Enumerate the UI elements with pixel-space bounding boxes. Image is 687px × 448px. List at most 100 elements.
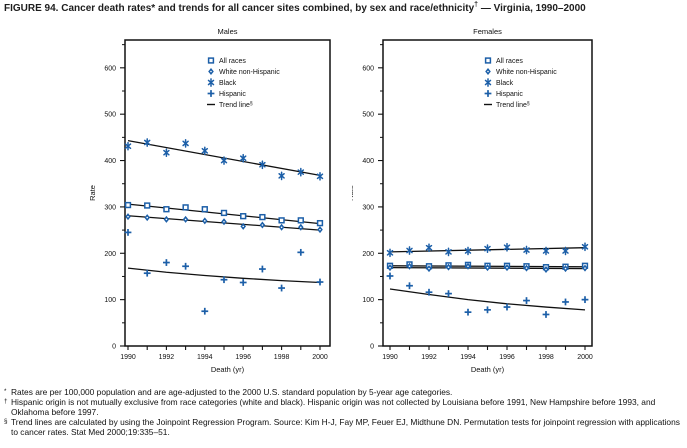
y-tick-label: 100 [104, 297, 116, 304]
figure-title-dagger: † [474, 1, 479, 9]
chart-title: Females [473, 27, 502, 36]
point-black [239, 153, 247, 163]
point-black [542, 246, 550, 256]
figure-title-text: FIGURE 94. Cancer death rates* and trend… [4, 3, 475, 14]
point-hispanic [445, 290, 452, 298]
legend-label: White non-Hispanic [496, 69, 557, 76]
point-all-races [220, 209, 228, 217]
footnote-marker: † [4, 398, 8, 405]
point-black [220, 156, 228, 165]
x-tick-label: 1998 [274, 354, 290, 361]
y-tick-label: 300 [104, 204, 116, 211]
legend-square-icon [207, 57, 215, 64]
legend-square-icon [484, 57, 492, 64]
footnote: † Hispanic origin is not mutually exclusi… [4, 397, 685, 417]
point-white-non-hispanic [465, 262, 471, 270]
point-black [124, 141, 132, 151]
trend-line-hispanic-trend [389, 288, 586, 311]
point-white-non-hispanic [317, 226, 323, 234]
point-black [297, 167, 305, 177]
x-axis-label: Death (yr) [211, 365, 245, 374]
footnote-text: Trend lines are calculated by using the … [11, 417, 680, 437]
footnote-marker: * [4, 388, 7, 395]
point-all-races [316, 219, 324, 227]
x-tick-label: 2000 [577, 354, 593, 361]
point-white-non-hispanic [484, 264, 491, 272]
y-tick-label: 300 [362, 204, 374, 211]
point-hispanic [278, 284, 285, 292]
legend-label: Trend line§ [219, 101, 253, 109]
footnotes: * Rates are per 100,000 population and ar… [4, 387, 685, 437]
legend-label: Black [496, 80, 514, 87]
point-hispanic [182, 262, 189, 270]
y-tick-label: 200 [362, 251, 374, 258]
point-black [523, 245, 530, 255]
point-all-races [259, 213, 266, 221]
figure-title: FIGURE 94. Cancer death rates* and trend… [4, 1, 685, 14]
x-tick-label: 2000 [312, 354, 328, 361]
point-white-non-hispanic [240, 222, 246, 230]
y-tick-label: 500 [362, 112, 374, 119]
footnote-text: Hispanic origin is not mutually exclusiv… [11, 397, 656, 417]
point-all-races [201, 206, 208, 213]
y-tick-label: 400 [104, 158, 116, 165]
point-black [386, 248, 394, 258]
point-white-non-hispanic [202, 217, 208, 225]
females-chart: Females 0 100 200 300 400 500 600 1990 1992 1994 19… [352, 27, 593, 374]
footnote-text: Rates are per 100,000 population and are… [11, 387, 453, 397]
point-hispanic [464, 308, 472, 316]
point-hispanic [503, 303, 511, 311]
footnote: § Trend lines are calculated by using the… [4, 417, 685, 437]
point-all-races [182, 204, 189, 211]
point-hispanic [523, 297, 530, 304]
point-hispanic [425, 288, 433, 296]
point-hispanic [386, 272, 394, 280]
legend-label: Hispanic [219, 91, 246, 98]
point-white-non-hispanic [259, 221, 266, 229]
point-white-non-hispanic [504, 264, 510, 272]
point-hispanic [316, 278, 324, 286]
point-black [581, 242, 589, 252]
point-all-races [297, 217, 304, 224]
point-hispanic [581, 296, 589, 304]
point-hispanic [143, 269, 151, 277]
figure-title-suffix: — Virginia, 1990–2000 [478, 3, 586, 14]
point-white-non-hispanic [125, 213, 131, 221]
legend-plus-icon [207, 90, 215, 97]
legend-label: Hispanic [496, 91, 523, 98]
y-axis-label: Rate [352, 185, 355, 201]
point-white-non-hispanic [298, 223, 304, 231]
y-tick-label: 200 [104, 251, 116, 258]
legend-label: Trend line§ [496, 101, 530, 109]
point-hispanic [163, 259, 170, 266]
x-tick-label: 1990 [382, 354, 398, 361]
point-white-non-hispanic [445, 263, 452, 271]
point-black [163, 148, 170, 158]
point-hispanic [124, 229, 132, 236]
legend-plus-icon [484, 90, 492, 97]
point-all-races [163, 206, 170, 213]
point-black [445, 247, 452, 257]
point-black [259, 160, 266, 170]
chart-title: Males [217, 27, 237, 36]
point-hispanic [484, 306, 491, 314]
y-axis-label: Rate [88, 185, 97, 201]
point-black [278, 171, 285, 181]
point-black [316, 171, 324, 181]
point-white-non-hispanic [221, 218, 227, 226]
y-tick-label: 600 [104, 65, 116, 72]
point-white-non-hispanic [406, 262, 413, 270]
point-black [143, 138, 151, 147]
point-white-non-hispanic [387, 264, 393, 272]
y-tick-label: 500 [104, 112, 116, 119]
point-black [406, 246, 413, 255]
point-hispanic [562, 298, 569, 306]
point-all-races [144, 202, 151, 209]
point-white-non-hispanic [163, 215, 170, 223]
y-tick-label: 0 [370, 344, 374, 351]
legend-label: All races [496, 58, 523, 65]
legend-label: Black [219, 80, 237, 87]
point-white-non-hispanic [278, 223, 285, 231]
point-hispanic [297, 248, 305, 256]
